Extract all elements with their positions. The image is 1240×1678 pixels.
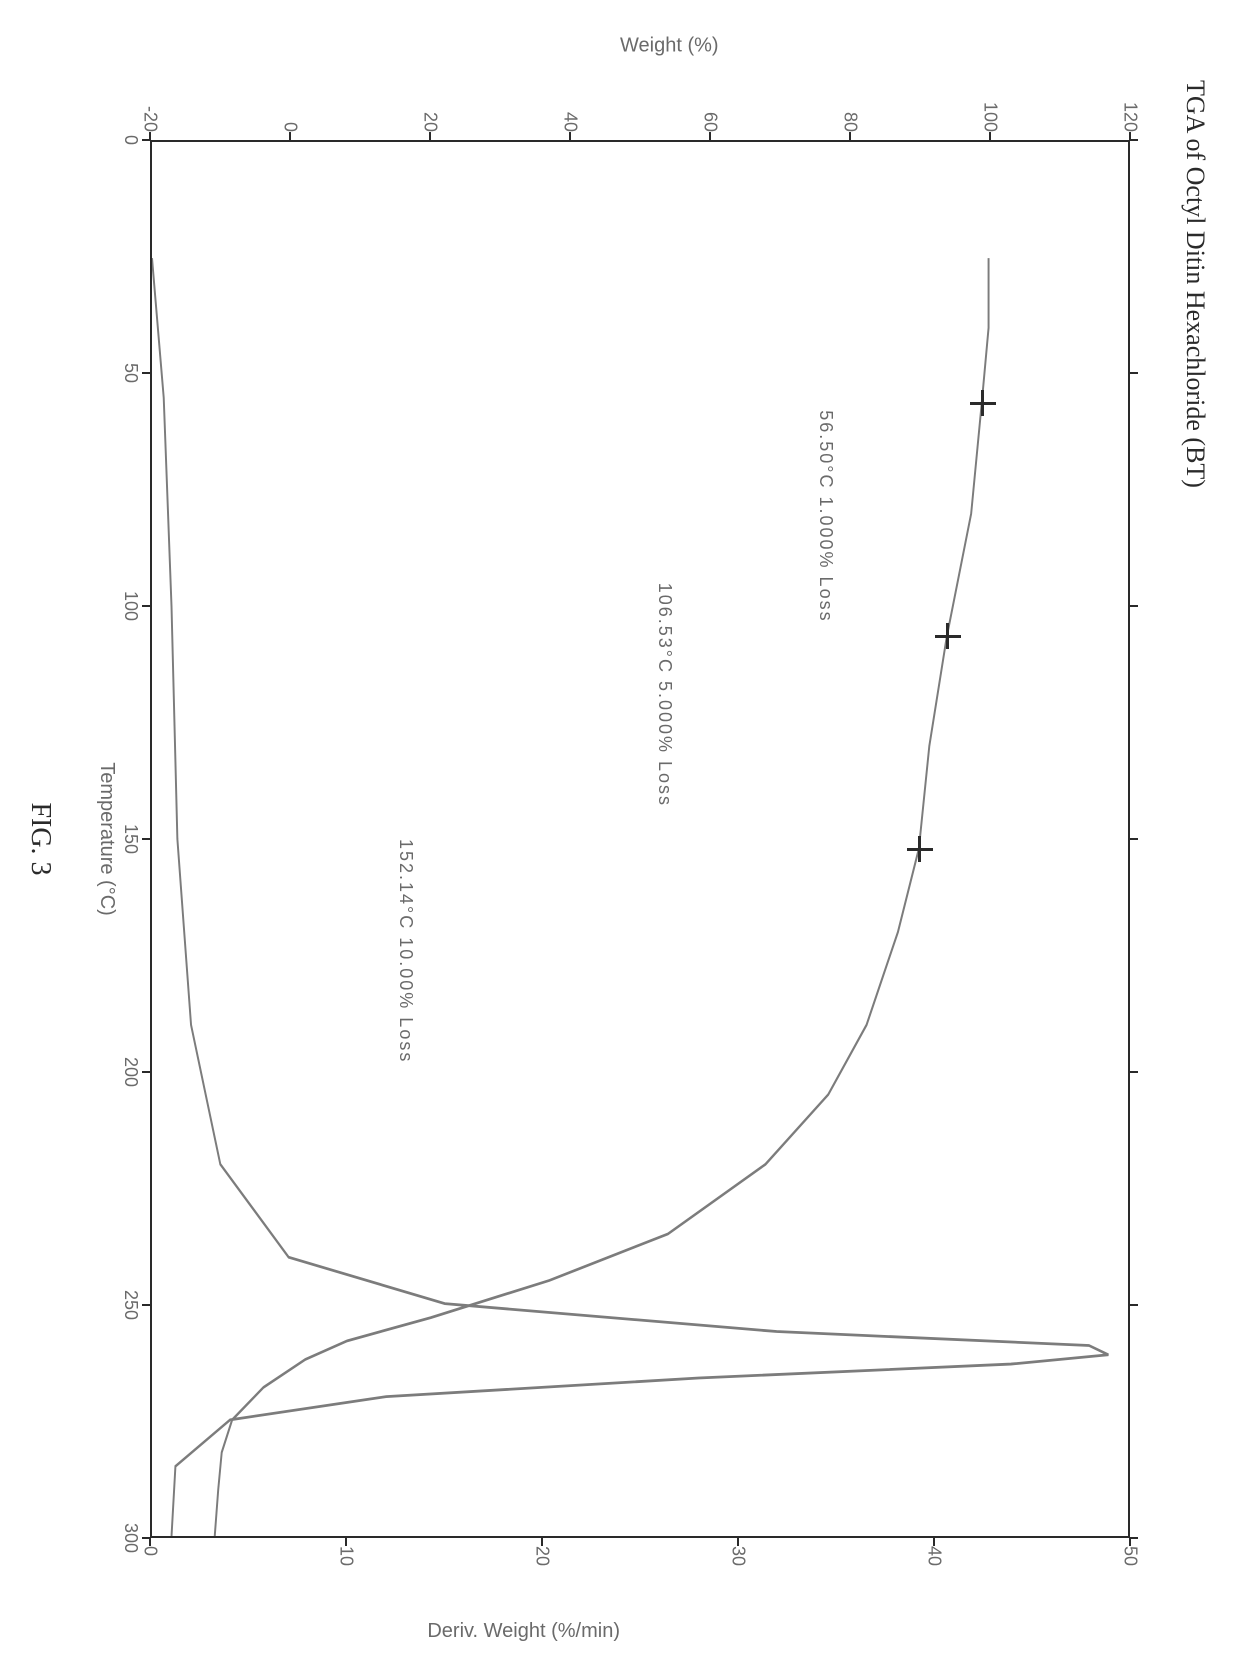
chart-title: TGA of Octyl Ditin Hexachloride (BT) — [1180, 80, 1210, 488]
y-left-tick-mark — [149, 132, 151, 140]
x-tick-mark — [142, 1071, 150, 1073]
x-tick-mark-top — [1130, 372, 1138, 374]
x-tick-mark — [142, 838, 150, 840]
y-right-tick-mark — [345, 1538, 347, 1546]
y-right-tick-mark — [933, 1538, 935, 1546]
x-tick-mark-top — [1130, 1071, 1138, 1073]
landscape-frame: TGA of Octyl Ditin Hexachloride (BT) Tem… — [0, 0, 1240, 1678]
y-right-tick-label: 10 — [336, 1546, 357, 1582]
x-tick-label: 100 — [120, 591, 141, 621]
y-left-tick-label: 80 — [840, 96, 861, 132]
x-axis-label: Temperature (°C) — [95, 762, 118, 916]
x-tick-mark-top — [1130, 1537, 1138, 1539]
y-left-tick-label: 100 — [980, 96, 1001, 132]
y-right-tick-label: 40 — [924, 1546, 945, 1582]
x-tick-label: 250 — [120, 1290, 141, 1320]
y-left-tick-mark — [569, 132, 571, 140]
plot-wrap — [150, 140, 1130, 1538]
y-right-tick-mark — [149, 1538, 151, 1546]
y-right-tick-label: 20 — [532, 1546, 553, 1582]
y-left-tick-mark — [989, 132, 991, 140]
x-tick-label: 50 — [120, 363, 141, 383]
x-tick-mark — [142, 1304, 150, 1306]
x-tick-mark-top — [1130, 139, 1138, 141]
x-tick-mark-top — [1130, 605, 1138, 607]
y-left-tick-label: 40 — [560, 96, 581, 132]
data-marker-cross — [970, 390, 996, 416]
y-right-tick-mark — [541, 1538, 543, 1546]
chart-annotation: 152.14°C 10.00% Loss — [395, 839, 416, 1063]
weight-curve — [215, 258, 989, 1536]
x-tick-mark — [142, 372, 150, 374]
y-right-tick-label: 0 — [140, 1546, 161, 1582]
y-left-axis-label: Weight (%) — [620, 35, 719, 58]
y-left-tick-label: 120 — [1120, 96, 1141, 132]
data-marker-cross — [907, 836, 933, 862]
chart-annotation: 56.50°C 1.000% Loss — [815, 410, 836, 622]
y-left-tick-mark — [289, 132, 291, 140]
figure-label: FIG. 3 — [24, 802, 56, 875]
curves-svg — [152, 142, 1128, 1536]
y-right-tick-label: 50 — [1120, 1546, 1141, 1582]
y-right-tick-mark — [737, 1538, 739, 1546]
x-tick-label: 200 — [120, 1057, 141, 1087]
x-tick-label: 300 — [120, 1523, 141, 1553]
data-marker-cross — [935, 623, 961, 649]
y-left-tick-label: -20 — [140, 96, 161, 132]
x-tick-mark-top — [1130, 1304, 1138, 1306]
plot-area — [150, 140, 1130, 1538]
y-left-tick-mark — [429, 132, 431, 140]
chart-annotation: 106.53°C 5.000% Loss — [654, 583, 675, 807]
y-left-tick-label: 60 — [700, 96, 721, 132]
y-left-tick-mark — [849, 132, 851, 140]
deriv-weight-curve — [152, 258, 1108, 1536]
x-tick-label: 0 — [120, 135, 141, 145]
y-left-tick-mark — [1129, 132, 1131, 140]
y-right-tick-label: 30 — [728, 1546, 749, 1582]
x-tick-mark-top — [1130, 838, 1138, 840]
x-tick-mark — [142, 605, 150, 607]
y-left-tick-label: 0 — [280, 96, 301, 132]
y-left-tick-mark — [709, 132, 711, 140]
y-right-tick-mark — [1129, 1538, 1131, 1546]
x-tick-label: 150 — [120, 824, 141, 854]
y-right-axis-label: Deriv. Weight (%/min) — [427, 1621, 620, 1644]
y-left-tick-label: 20 — [420, 96, 441, 132]
